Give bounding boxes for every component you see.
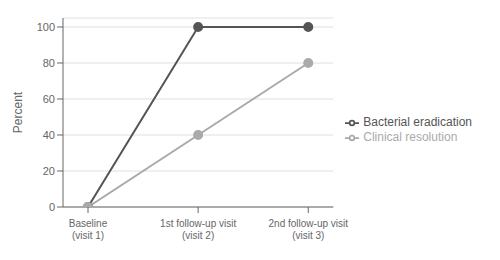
- svg-text:100: 100: [37, 21, 55, 33]
- svg-text:0: 0: [49, 201, 55, 213]
- svg-text:Baseline(visit 1): Baseline(visit 1): [69, 218, 108, 241]
- svg-text:Percent: Percent: [11, 91, 25, 133]
- svg-text:80: 80: [43, 57, 55, 69]
- svg-text:2nd follow-up visit(visit 3): 2nd follow-up visit(visit 3): [269, 218, 349, 241]
- svg-text:1st follow-up visit(visit 2): 1st follow-up visit(visit 2): [160, 218, 236, 241]
- html-text:Clinical resolution: Clinical resolution: [363, 130, 458, 144]
- svg-text:60: 60: [43, 93, 55, 105]
- html-text:Bacterial eradication: Bacterial eradication: [363, 115, 472, 130]
- svg-text:20: 20: [43, 165, 55, 177]
- svg-text:40: 40: [43, 129, 55, 141]
